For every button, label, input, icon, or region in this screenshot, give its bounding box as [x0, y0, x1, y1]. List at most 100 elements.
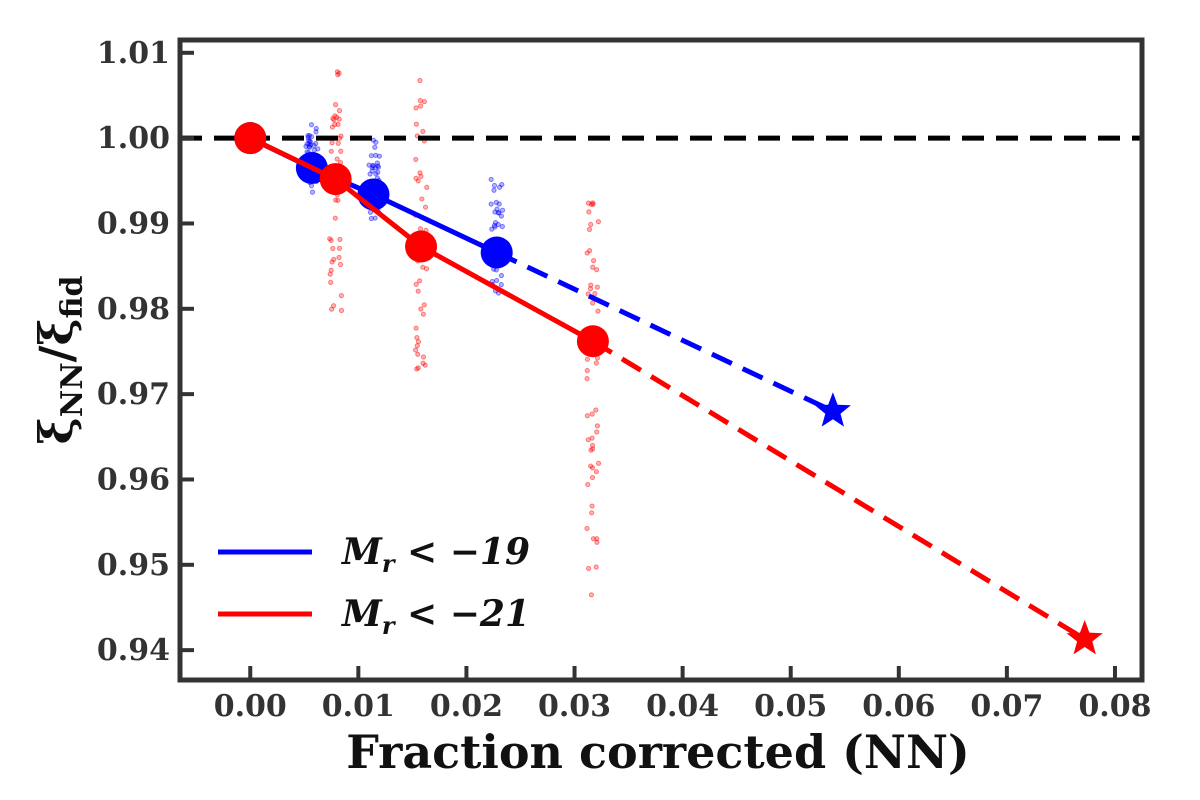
scatter-point-blue — [495, 221, 501, 228]
scatter-point-blue — [498, 213, 505, 219]
scatter-point-red — [335, 121, 341, 127]
x-tick-label: 0.06 — [862, 689, 935, 724]
scatter-point-red — [421, 98, 428, 105]
scatter-point-blue — [306, 143, 312, 150]
extrapolation-star-red — [1066, 620, 1103, 655]
scatter-point-red — [328, 237, 334, 244]
data-point-red — [576, 325, 609, 358]
scatter-point-blue — [311, 147, 317, 153]
scatter-point-blue — [311, 142, 317, 149]
scatter-point-blue — [305, 132, 311, 139]
scatter-point-red — [584, 525, 590, 532]
scatter-point-red — [337, 236, 343, 243]
legend-label-blue: Mr < −19 — [340, 531, 530, 578]
scatter-point-red — [590, 201, 596, 207]
scatter-point-red — [336, 116, 342, 122]
extrapolation-line-red — [591, 339, 1087, 642]
scatter-point-blue — [372, 144, 378, 150]
y-tick-label: 1.00 — [97, 121, 170, 156]
scatter-point-red — [589, 435, 595, 441]
scatter-point-red — [588, 447, 594, 453]
data-point-red — [405, 230, 438, 263]
scatter-point-blue — [368, 153, 374, 159]
scatter-point-red — [415, 365, 421, 371]
scatter-point-red — [589, 465, 596, 471]
scatter-point-red — [594, 284, 600, 290]
scatter-point-blue — [499, 207, 506, 213]
scatter-point-red — [336, 108, 343, 114]
y-tick-label: 0.97 — [97, 377, 170, 412]
scatter-point-blue — [373, 165, 379, 171]
scatter-point-red — [332, 101, 339, 108]
scatter-point-red — [594, 267, 600, 273]
scatter-point-red — [334, 156, 340, 162]
scatter-point-red — [588, 201, 595, 207]
data-point-blue — [357, 178, 390, 211]
legend-label-red: Mr < −21 — [340, 593, 530, 640]
scatter-point-red — [328, 267, 334, 273]
scatter-point-blue — [489, 226, 495, 232]
scatter-point-red — [413, 325, 419, 331]
scatter-point-red — [587, 248, 593, 254]
scatter-point-red — [413, 105, 419, 111]
series-line-red — [249, 135, 595, 344]
scatter-point-blue — [370, 162, 376, 169]
scatter-point-red — [335, 72, 341, 78]
scatter-point-red — [595, 308, 601, 314]
scatter-point-red — [589, 442, 596, 449]
scatter-point-red — [584, 250, 590, 256]
scatter-point-red — [419, 196, 425, 202]
scatter-point-blue — [497, 184, 503, 190]
scatter-point-red — [595, 460, 602, 466]
scatter-point-red — [593, 407, 599, 413]
scatter-point-blue — [369, 165, 375, 171]
y-axis-title: ξNN/ξfid — [29, 276, 90, 445]
scatter-point-blue — [492, 209, 498, 215]
ticks-layer: 0.00 0.01 0.02 0.03 0.04 0.05 0.06 0.07 0.08 0.94… — [97, 36, 1152, 724]
scatter-point-red — [336, 254, 342, 261]
scatter-point-red — [593, 564, 599, 570]
scatter-point-blue — [308, 122, 315, 128]
scatter-point-blue — [370, 163, 376, 169]
scatter-point-red — [588, 463, 594, 469]
scatter-point-blue — [307, 138, 313, 144]
x-tick-label: 0.05 — [754, 689, 827, 724]
scatter-point-red — [338, 148, 344, 154]
scatter-point-red — [334, 114, 340, 120]
scatter-point-red — [590, 300, 596, 306]
scatter-point-red — [420, 128, 426, 134]
scatter-point-red — [417, 226, 424, 232]
scatter-point-red — [585, 200, 592, 206]
scatter-point-red — [590, 258, 597, 264]
scatter-point-red — [588, 592, 595, 598]
scatter-point-blue — [499, 181, 505, 188]
scatter-point-red — [332, 121, 338, 127]
scatter-point-blue — [491, 187, 497, 193]
extrapolation-line-blue — [495, 250, 834, 414]
scatter-point-red — [421, 302, 427, 308]
scatter-point-red — [588, 221, 594, 228]
scatter-point-blue — [488, 176, 494, 183]
scatter-point-red — [413, 175, 419, 181]
scatter-point-red — [584, 413, 590, 419]
scatter-point-red — [584, 375, 590, 382]
scatter-point-red — [589, 503, 595, 509]
scatter-point-red — [589, 411, 595, 417]
scatter-point-blue — [498, 282, 504, 288]
scatter-point-red — [589, 474, 596, 481]
scatter-point-red — [585, 565, 592, 572]
scatter-point-red — [329, 259, 335, 265]
scatter-point-blue — [306, 141, 312, 147]
scatter-point-blue — [491, 222, 498, 229]
scatter-point-blue — [373, 139, 379, 145]
scatter-point-red — [584, 356, 591, 362]
scatter-point-red — [424, 184, 430, 190]
scatter-point-red — [420, 354, 427, 360]
scatter-point-red — [415, 339, 422, 345]
y-tick-label: 0.98 — [97, 292, 170, 327]
scatter-point-blue — [376, 153, 382, 159]
scatter-point-red — [327, 271, 333, 277]
scatter-point-red — [594, 429, 600, 435]
scatter-point-red — [337, 261, 344, 268]
scatter-point-red — [336, 245, 343, 251]
